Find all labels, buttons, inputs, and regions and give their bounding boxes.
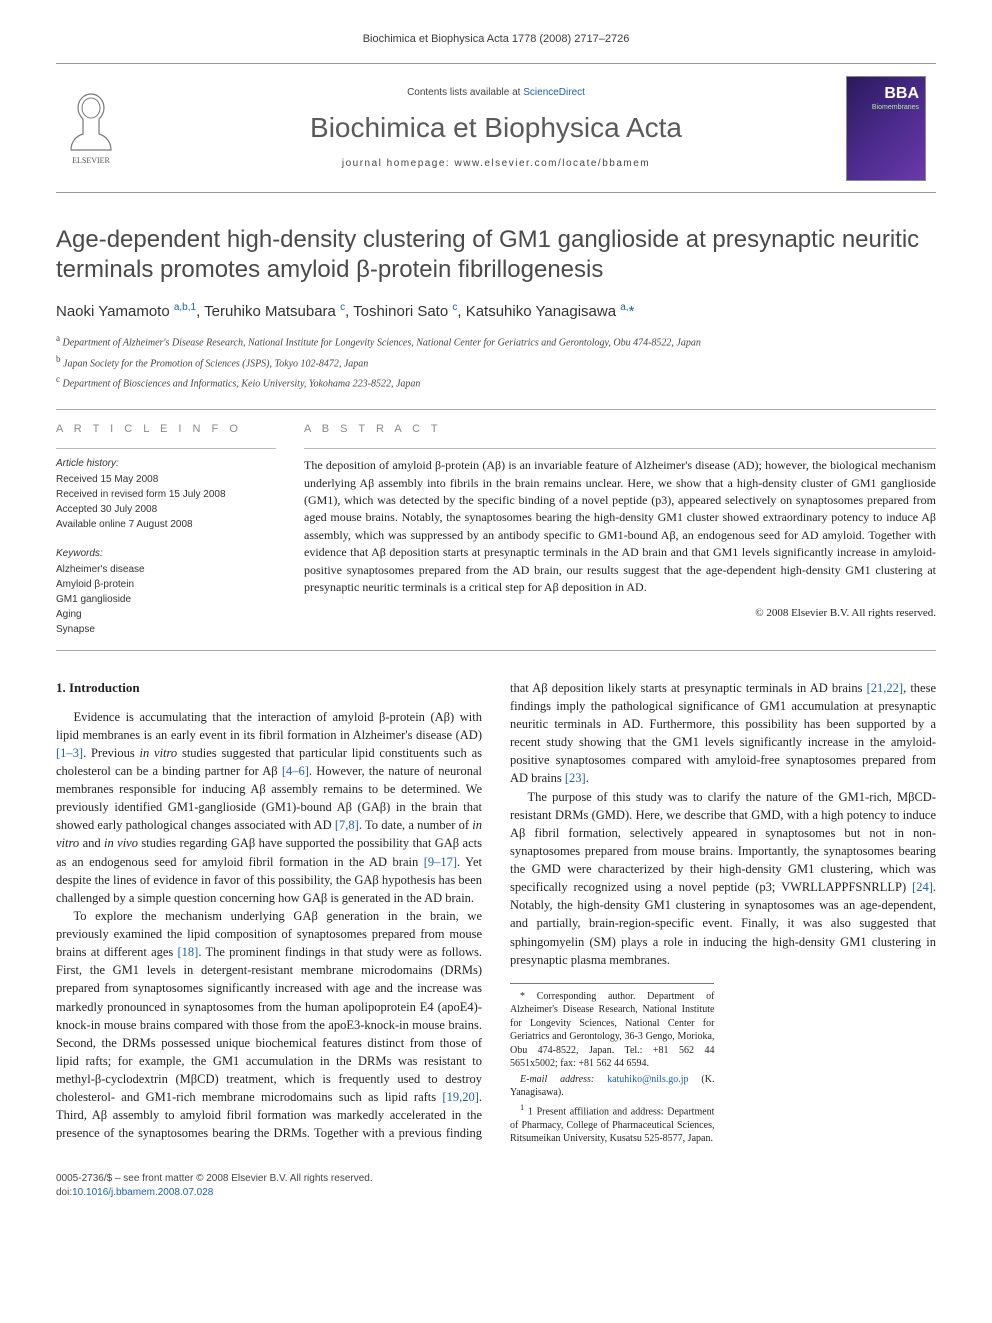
divider bbox=[56, 409, 936, 410]
authors-line: Naoki Yamamoto a,b,1, Teruhiko Matsubara… bbox=[56, 301, 936, 322]
keyword: Aging bbox=[56, 608, 276, 622]
contents-available-line: Contents lists available at ScienceDirec… bbox=[146, 86, 846, 100]
masthead: ELSEVIER Contents lists available at Sci… bbox=[56, 63, 936, 193]
footnotes-block: * Corresponding author. Department of Al… bbox=[510, 983, 714, 1146]
section-heading-intro: 1. Introduction bbox=[56, 679, 482, 698]
history-line: Received 15 May 2008 bbox=[56, 473, 276, 487]
ref-link[interactable]: [19,20] bbox=[442, 1090, 478, 1104]
ref-link[interactable]: [4–6] bbox=[282, 764, 309, 778]
history-line: Accepted 30 July 2008 bbox=[56, 503, 276, 517]
article-info-label: A R T I C L E I N F O bbox=[56, 422, 276, 437]
article-title: Age-dependent high-density clustering of… bbox=[56, 225, 936, 285]
body-text: 1. Introduction Evidence is accumulating… bbox=[56, 679, 936, 1146]
divider bbox=[56, 650, 936, 651]
footer-bar: 0005-2736/$ – see front matter © 2008 El… bbox=[56, 1172, 936, 1200]
email-link[interactable]: katuhiko@nils.go.jp bbox=[607, 1074, 688, 1085]
keywords-head: Keywords: bbox=[56, 547, 276, 561]
abstract-column: A B S T R A C T The deposition of amyloi… bbox=[304, 422, 936, 637]
body-paragraph: The purpose of this study was to clarify… bbox=[510, 788, 936, 969]
journal-homepage: journal homepage: www.elsevier.com/locat… bbox=[146, 157, 846, 171]
affiliation: b Japan Society for the Promotion of Sci… bbox=[56, 353, 936, 371]
contents-prefix: Contents lists available at bbox=[407, 87, 523, 98]
homepage-prefix: journal homepage: bbox=[342, 158, 455, 169]
ref-link[interactable]: [23] bbox=[565, 771, 586, 785]
doi-prefix: doi: bbox=[56, 1187, 72, 1198]
elsevier-logo: ELSEVIER bbox=[56, 86, 126, 166]
ref-link[interactable]: [24] bbox=[912, 880, 933, 894]
publisher-logo-slot: ELSEVIER bbox=[56, 86, 146, 171]
doi-link[interactable]: 10.1016/j.bbamem.2008.07.028 bbox=[72, 1187, 213, 1198]
body-paragraph: Evidence is accumulating that the intera… bbox=[56, 708, 482, 907]
svg-text:ELSEVIER: ELSEVIER bbox=[72, 156, 110, 165]
history-line: Received in revised form 15 July 2008 bbox=[56, 488, 276, 502]
keyword: Amyloid β-protein bbox=[56, 578, 276, 592]
abstract-text: The deposition of amyloid β-protein (Aβ)… bbox=[304, 457, 936, 596]
corresponding-author-note: * Corresponding author. Department of Al… bbox=[510, 990, 714, 1071]
journal-cover-thumbnail: BBA Biomembranes bbox=[846, 76, 926, 181]
note1-text: 1 Present affiliation and address: Depar… bbox=[510, 1106, 714, 1144]
ref-link[interactable]: [18] bbox=[178, 945, 199, 959]
history-line: Available online 7 August 2008 bbox=[56, 518, 276, 532]
keyword: Alzheimer's disease bbox=[56, 563, 276, 577]
article-history-head: Article history: bbox=[56, 457, 276, 471]
ref-link[interactable]: [1–3] bbox=[56, 746, 83, 760]
affiliation: c Department of Biosciences and Informat… bbox=[56, 373, 936, 391]
running-head: Biochimica et Biophysica Acta 1778 (2008… bbox=[56, 32, 936, 47]
author-present-address: 1 1 Present affiliation and address: Dep… bbox=[510, 1102, 714, 1146]
email-line: E-mail address: katuhiko@nils.go.jp (K. … bbox=[510, 1073, 714, 1100]
cover-sub-label: Biomembranes bbox=[872, 103, 919, 113]
email-label: E-mail address: bbox=[520, 1074, 607, 1085]
abstract-copyright: © 2008 Elsevier B.V. All rights reserved… bbox=[304, 606, 936, 622]
sciencedirect-link[interactable]: ScienceDirect bbox=[523, 87, 585, 98]
ref-link[interactable]: [9–17] bbox=[424, 855, 457, 869]
affiliation: a Department of Alzheimer's Disease Rese… bbox=[56, 332, 936, 350]
article-info-column: A R T I C L E I N F O Article history: R… bbox=[56, 422, 276, 637]
keyword: Synapse bbox=[56, 623, 276, 637]
journal-title: Biochimica et Biophysica Acta bbox=[146, 108, 846, 147]
keyword: GM1 ganglioside bbox=[56, 593, 276, 607]
homepage-url: www.elsevier.com/locate/bbamem bbox=[455, 158, 651, 169]
ref-link[interactable]: [21,22] bbox=[867, 681, 903, 695]
ref-link[interactable]: [7,8] bbox=[335, 818, 359, 832]
front-matter-line: 0005-2736/$ – see front matter © 2008 El… bbox=[56, 1172, 936, 1186]
abstract-label: A B S T R A C T bbox=[304, 422, 936, 438]
